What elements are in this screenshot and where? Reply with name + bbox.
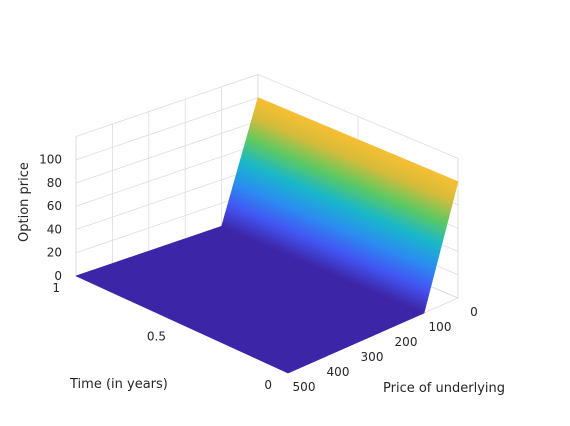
x-tick-label-200: 200 xyxy=(395,335,418,349)
x-axis-label: Price of underlying xyxy=(383,381,505,396)
surface-layer xyxy=(76,98,458,373)
x-tick-label-0: 0 xyxy=(470,305,478,319)
z-tick-label-20: 20 xyxy=(47,246,62,260)
z-tick-label-100: 100 xyxy=(39,153,62,167)
x-tick-label-500: 500 xyxy=(293,380,316,394)
x-tick-label-100: 100 xyxy=(429,320,452,334)
y-tick-label-0.5: 0.5 xyxy=(147,330,166,344)
z-tick-label-80: 80 xyxy=(47,176,62,190)
y-axis-label: Time (in years) xyxy=(69,377,168,392)
z-tick-label-40: 40 xyxy=(47,222,62,236)
x-tick-label-400: 400 xyxy=(327,365,350,379)
x-tick-label-300: 300 xyxy=(361,350,384,364)
y-tick-label-0: 0 xyxy=(264,378,272,392)
y-tick-label-1: 1 xyxy=(52,281,60,295)
z-tick-label-60: 60 xyxy=(47,199,62,213)
z-axis-label: Option price xyxy=(17,162,32,242)
